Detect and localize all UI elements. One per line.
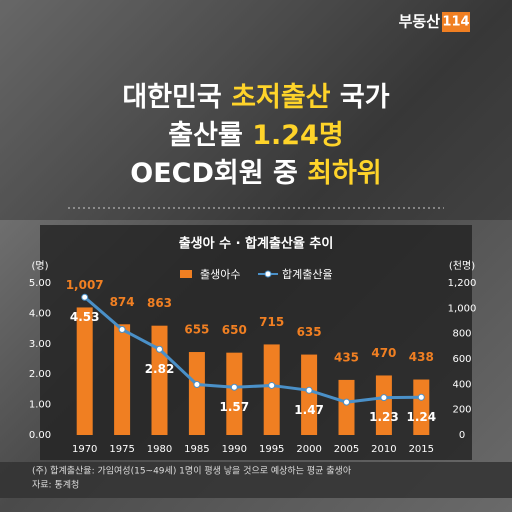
headline-segment: 대한민국 bbox=[122, 82, 231, 113]
legend-label: 합계출산율 bbox=[282, 268, 333, 281]
x-tick-label: 2010 bbox=[371, 444, 396, 455]
chart-title: 출생아 수 · 합계출산율 추이 bbox=[179, 236, 334, 252]
headline-segment: 1.24명 bbox=[252, 120, 343, 151]
bar bbox=[76, 307, 93, 435]
line-marker bbox=[343, 398, 350, 406]
line-marker bbox=[268, 381, 276, 389]
line-label: 1.23 bbox=[369, 410, 399, 424]
brand-box bbox=[442, 12, 470, 32]
x-tick-label: 1995 bbox=[259, 444, 284, 455]
x-tick-label: 2015 bbox=[409, 444, 434, 455]
line-label: 1.24 bbox=[406, 410, 436, 424]
bar bbox=[413, 379, 430, 435]
bar bbox=[338, 379, 355, 435]
source: 자료: 통계청 bbox=[32, 479, 79, 491]
bar-label: 635 bbox=[297, 325, 322, 339]
brand-number: 114 bbox=[442, 15, 469, 30]
line-marker bbox=[380, 394, 388, 402]
line-marker bbox=[230, 383, 238, 391]
y2-tick-label: 600 bbox=[452, 354, 471, 365]
bar bbox=[375, 375, 392, 435]
line-marker bbox=[305, 386, 313, 394]
brand-name: 부동산 bbox=[399, 13, 441, 31]
y-tick-label: 5.00 bbox=[29, 278, 51, 289]
x-tick-label: 1980 bbox=[147, 444, 172, 455]
x-tick-label: 2005 bbox=[334, 444, 359, 455]
y-tick-label: 1.00 bbox=[29, 400, 51, 411]
bar bbox=[263, 344, 280, 435]
footnote: (주) 합계출산율: 가임여성(15~49세) 1명이 평생 낳을 것으로 예상… bbox=[32, 465, 352, 477]
line-marker bbox=[81, 293, 89, 301]
y2-tick-label: 200 bbox=[452, 405, 471, 416]
line-label: 1.57 bbox=[219, 400, 249, 414]
bar bbox=[301, 354, 318, 435]
chart-panel bbox=[40, 225, 472, 460]
x-tick-label: 1970 bbox=[72, 444, 97, 455]
footnote-panel bbox=[0, 462, 512, 498]
bar-label: 655 bbox=[184, 323, 209, 337]
bar-label: 650 bbox=[222, 323, 247, 337]
bar-label: 435 bbox=[334, 350, 359, 364]
line-label: 2.82 bbox=[145, 362, 175, 376]
headline-segment: OECD회원 중 bbox=[130, 158, 307, 189]
y-tick-label: 0.00 bbox=[29, 430, 51, 441]
y2-tick-label: 1,200 bbox=[448, 278, 477, 289]
legend-marker bbox=[264, 270, 272, 278]
bar-label: 874 bbox=[110, 295, 135, 309]
y-tick-label: 4.00 bbox=[29, 308, 51, 319]
headline-segment: 최하위 bbox=[307, 158, 382, 189]
y-tick-label: 2.00 bbox=[29, 369, 51, 380]
y2-tick-label: 400 bbox=[452, 379, 471, 390]
legend-swatch bbox=[180, 270, 192, 278]
y2-tick-label: 0 bbox=[459, 430, 465, 441]
line-label: 4.53 bbox=[70, 310, 100, 324]
plot: 0.00 1.00 2.00 3.00 4.00 5.00 0 200 400 600 800 1,0… bbox=[29, 268, 476, 455]
bar-label: 1,007 bbox=[66, 278, 104, 292]
x-tick-label: 1990 bbox=[222, 444, 247, 455]
line-label: 1.47 bbox=[294, 403, 324, 417]
bar bbox=[188, 352, 205, 435]
bar bbox=[151, 325, 168, 435]
x-tick-label: 2000 bbox=[296, 444, 321, 455]
x-tick-label: 1975 bbox=[109, 444, 134, 455]
bar-label: 863 bbox=[147, 296, 172, 310]
headline-line: 대한민국 초저출산 국가 bbox=[122, 82, 389, 113]
y2-tick-label: 1,000 bbox=[448, 303, 477, 314]
line-marker bbox=[118, 326, 126, 334]
line bbox=[83, 296, 422, 404]
bar bbox=[226, 352, 243, 435]
bar-label: 438 bbox=[409, 350, 434, 364]
y2-tick-label: 800 bbox=[452, 329, 471, 340]
line-marker bbox=[156, 345, 163, 353]
bar bbox=[114, 324, 131, 435]
headline-segment: 초저출산 bbox=[231, 82, 331, 113]
headline-line: OECD회원 중 최하위 bbox=[130, 158, 381, 189]
x-tick-label: 1985 bbox=[184, 444, 209, 455]
headline-segment: 출산률 bbox=[168, 120, 252, 151]
legend-label: 출생아수 bbox=[200, 268, 240, 281]
y-unit: (명) bbox=[31, 260, 48, 272]
y-tick-label: 3.00 bbox=[29, 339, 51, 350]
photo-shade bbox=[0, 0, 512, 220]
bar-label: 470 bbox=[371, 346, 396, 360]
y2-unit: (천명) bbox=[449, 260, 475, 272]
line-marker bbox=[193, 381, 201, 389]
line-marker bbox=[417, 393, 425, 401]
headline-line: 출산률 1.24명 bbox=[168, 120, 343, 151]
headline-segment: 국가 bbox=[331, 82, 390, 113]
bar-label: 715 bbox=[259, 315, 284, 329]
